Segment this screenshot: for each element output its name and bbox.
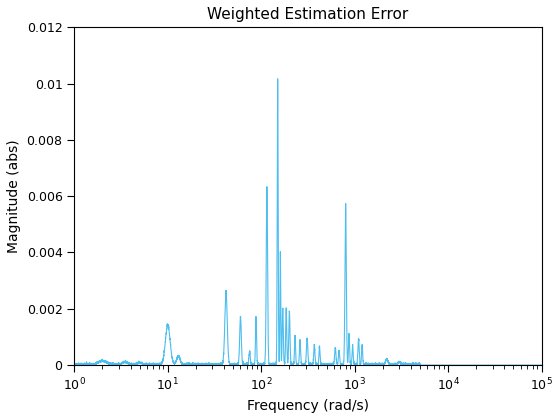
X-axis label: Frequency (rad/s): Frequency (rad/s) (247, 399, 369, 413)
Y-axis label: Magnitude (abs): Magnitude (abs) (7, 139, 21, 253)
Title: Weighted Estimation Error: Weighted Estimation Error (207, 7, 409, 22)
